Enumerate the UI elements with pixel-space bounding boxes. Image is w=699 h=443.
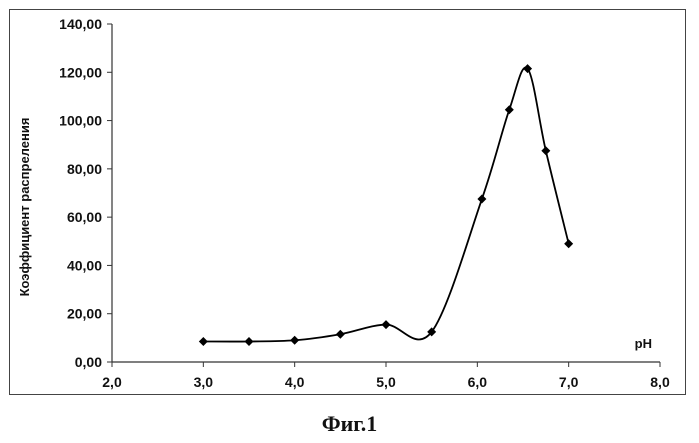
y-axis-title: Коэффициент распреления: [17, 118, 32, 297]
data-point: [523, 64, 532, 73]
x-tick-label: 3,0: [194, 374, 214, 390]
data-point: [541, 146, 550, 155]
y-tick-label: 100,00: [59, 113, 102, 129]
data-point: [382, 320, 391, 329]
x-tick-label: 7,0: [559, 374, 579, 390]
y-tick-label: 40,00: [67, 257, 102, 273]
x-axis-title: pH: [635, 336, 652, 351]
x-tick-label: 2,0: [102, 374, 122, 390]
figure-caption: Фиг.1: [0, 411, 699, 437]
data-point: [505, 105, 514, 114]
data-point: [564, 239, 573, 248]
data-point: [290, 336, 299, 345]
y-tick-label: 120,00: [59, 64, 102, 80]
chart-svg: 0,00 20,00 40,00 60,00 80,00 100,00 120,00 140,…: [0, 0, 699, 400]
data-point: [336, 330, 345, 339]
x-tick-label: 8,0: [650, 374, 670, 390]
data-point: [245, 337, 254, 346]
x-tick-label: 4,0: [285, 374, 305, 390]
y-tick-label: 0,00: [75, 354, 102, 370]
y-tick-label: 20,00: [67, 306, 102, 322]
data-point: [199, 337, 208, 346]
series-line: [203, 68, 568, 342]
x-tick-label: 5,0: [376, 374, 396, 390]
y-tick-label: 60,00: [67, 209, 102, 225]
x-tick-label: 6,0: [468, 374, 488, 390]
y-tick-label: 140,00: [59, 16, 102, 32]
y-tick-label: 80,00: [67, 161, 102, 177]
data-point: [477, 195, 486, 204]
